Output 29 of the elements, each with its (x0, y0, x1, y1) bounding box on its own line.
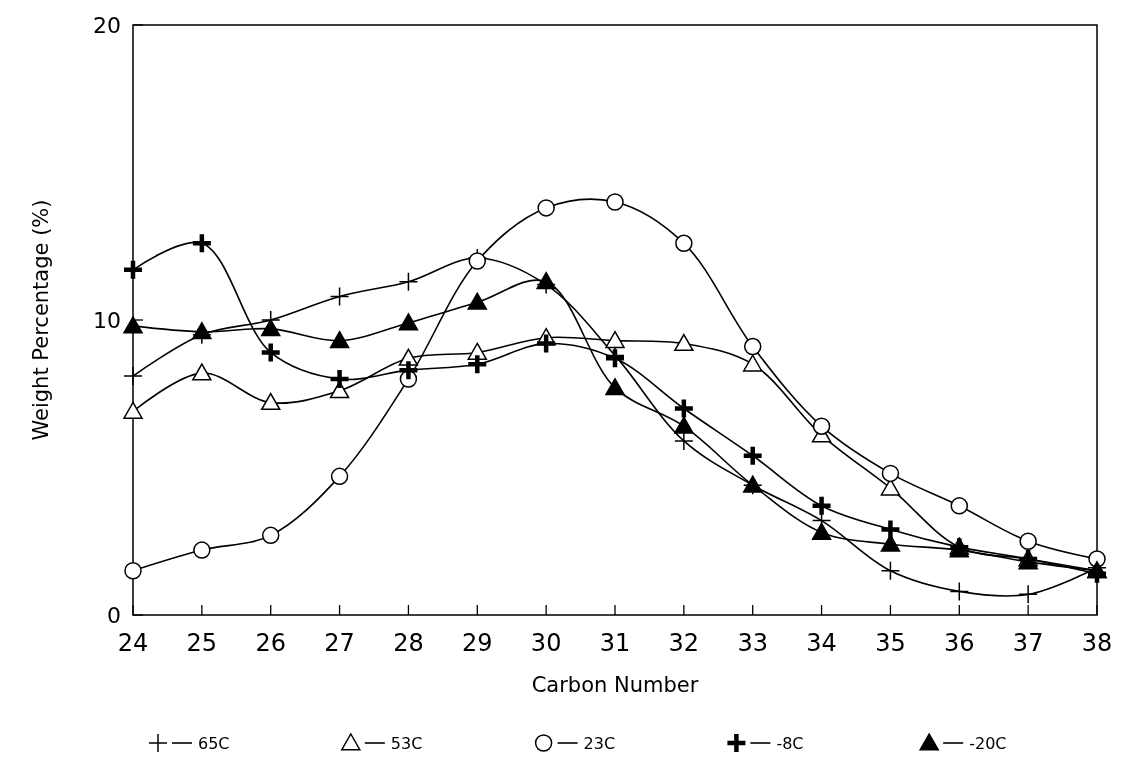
x-tick-label: 31 (599, 629, 631, 657)
x-tick-label: 33 (737, 629, 768, 657)
x-axis-title: Carbon Number (531, 673, 699, 697)
legend-item: 53C (340, 732, 423, 753)
legend-label: 53C (390, 733, 423, 753)
x-tick-label: 26 (255, 629, 286, 657)
x-tick-label: 32 (668, 629, 700, 657)
legend-label: 65C (198, 733, 230, 753)
x-tick-label: 29 (462, 629, 493, 657)
legend-label: -20C (969, 733, 1007, 753)
y-tick-label: 0 (107, 602, 121, 628)
x-tick-label: 28 (393, 629, 424, 657)
legend-item: 65C (148, 733, 230, 753)
legend-item: 23C (534, 733, 616, 753)
x-tick-label: 25 (186, 629, 218, 657)
legend-label: -8C (776, 733, 804, 753)
x-tick-label: 24 (117, 629, 149, 657)
x-tick-label: 30 (530, 629, 562, 657)
legend-label: 23C (583, 733, 616, 753)
y-tick-label: 10 (93, 307, 121, 333)
x-tick-label: 38 (1081, 629, 1113, 657)
x-tick-label: 35 (875, 629, 906, 657)
x-tick-label: 27 (324, 629, 355, 657)
x-tick-label: 36 (944, 629, 975, 657)
y-tick-label: 20 (93, 12, 121, 38)
legend-item: -20C (918, 732, 1007, 753)
x-tick-label: 34 (806, 629, 837, 657)
x-tick-label: 37 (1012, 629, 1044, 657)
y-axis-title: Weight Percentage (%) (29, 199, 53, 441)
